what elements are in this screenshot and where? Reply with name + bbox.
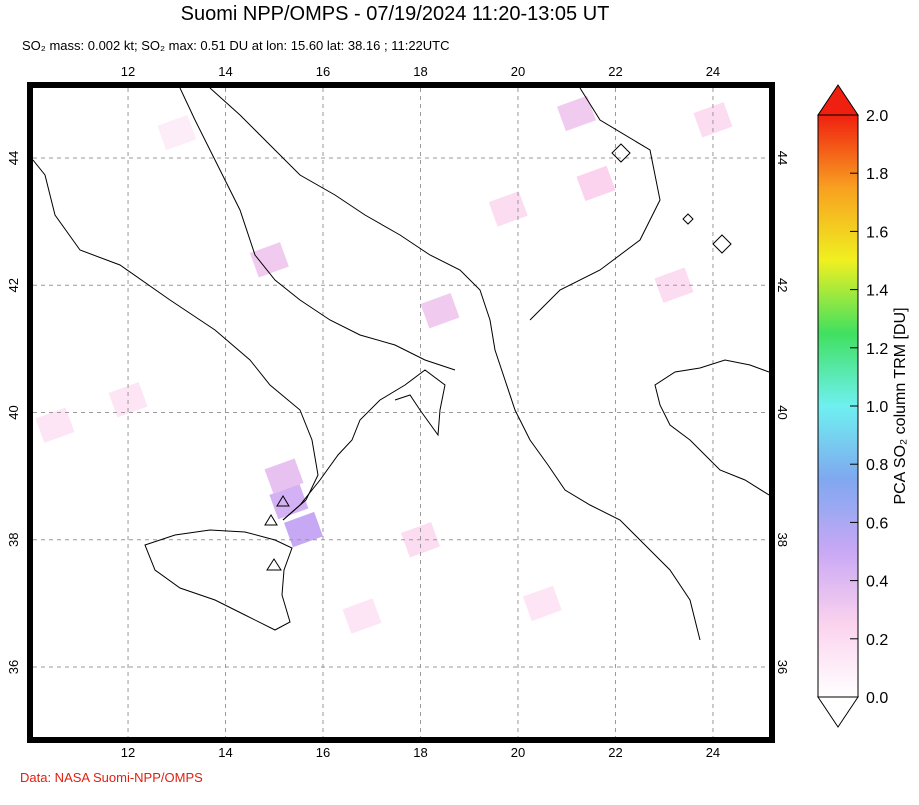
coastline <box>179 88 456 371</box>
volcano-marker <box>266 558 282 571</box>
colorbar-ticks: 0.0 0.2 0.4 0.6 0.8 1.0 1.2 1.4 1.6 1.8 2.0 <box>850 108 888 707</box>
lon-tick-label: 24 <box>706 64 720 79</box>
lat-tick-label: 44 <box>6 151 21 165</box>
so2-cell <box>693 102 733 138</box>
so2-cell <box>420 293 460 329</box>
so2-cell <box>576 165 616 202</box>
colorbar-tick-label: 0.0 <box>866 690 888 707</box>
colorbar-tick-label: 0.2 <box>866 632 888 649</box>
lon-tick-label: 22 <box>608 745 622 760</box>
lon-tick-label: 14 <box>218 64 232 79</box>
colorbar-tick-label: 2.0 <box>866 108 888 125</box>
lon-tick-label: 12 <box>121 745 135 760</box>
coastline <box>209 88 701 641</box>
lat-tick-label: 36 <box>6 660 21 674</box>
lat-tick-label: 36 <box>775 660 790 674</box>
so2-cell <box>264 458 304 494</box>
volcano-markers <box>264 143 732 571</box>
volcano-marker <box>276 495 290 507</box>
colorbar-tick-label: 1.4 <box>866 283 888 300</box>
lat-tick-label: 44 <box>775 151 790 165</box>
so2-cells <box>35 95 733 634</box>
colorbar-label: PCA SO₂ column TRM [DU] <box>892 307 909 504</box>
lat-tick-label: 42 <box>6 278 21 292</box>
volcano-marker <box>682 213 694 225</box>
colorbar-tick-label: 0.4 <box>866 574 888 591</box>
balkans-border <box>529 88 661 321</box>
graticule <box>33 88 769 737</box>
title: Suomi NPP/OMPS - 07/19/2024 11:20-13:05 … <box>181 3 610 25</box>
colorbar-tick-label: 0.6 <box>866 515 888 532</box>
so2-cell <box>342 598 382 634</box>
colorbar-tick-label: 1.6 <box>866 224 888 241</box>
lon-tick-label: 22 <box>608 64 622 79</box>
so2-cell <box>269 483 309 520</box>
lon-tick-label: 20 <box>511 64 525 79</box>
coastline <box>282 369 446 521</box>
lon-tick-label: 12 <box>121 64 135 79</box>
subtitle: SO₂ mass: 0.002 kt; SO₂ max: 0.51 DU at … <box>22 38 450 53</box>
colorbar-tick-label: 1.0 <box>866 399 888 416</box>
volcano-marker <box>264 514 278 526</box>
footer: Data: NASA Suomi-NPP/OMPS <box>20 770 203 785</box>
lon-tick-label: 20 <box>511 745 525 760</box>
so2-cell <box>35 407 75 443</box>
lat-tick-label: 40 <box>775 405 790 419</box>
coastline <box>654 359 769 496</box>
so2-cell <box>556 95 596 132</box>
sicily <box>144 529 293 631</box>
lon-tick-label: 14 <box>218 745 232 760</box>
so2-cell <box>249 242 289 278</box>
map-ticks: 12 12 14 14 16 16 18 18 20 20 22 22 24 24 36 36 38 38 40 40… <box>6 64 790 760</box>
coastline <box>33 159 319 521</box>
colorbar-tick-label: 1.2 <box>866 341 888 358</box>
lat-tick-label: 38 <box>6 533 21 547</box>
lat-tick-label: 40 <box>6 405 21 419</box>
colorbar-tick-label: 1.8 <box>866 166 888 183</box>
lon-tick-label: 16 <box>316 745 330 760</box>
colorbar-bottom-arrow <box>817 696 859 728</box>
colorbar-top-arrow <box>817 84 859 116</box>
lon-tick-label: 24 <box>706 745 720 760</box>
lat-tick-label: 42 <box>775 278 790 292</box>
so2-cell <box>157 114 197 151</box>
colorbar-tick-label: 0.8 <box>866 457 888 474</box>
lon-tick-label: 16 <box>316 64 330 79</box>
so2-cell <box>522 585 562 622</box>
lon-tick-label: 18 <box>413 64 427 79</box>
volcano-marker <box>712 234 732 254</box>
so2-cell <box>284 511 323 548</box>
lat-tick-label: 38 <box>775 533 790 547</box>
so2-cell <box>108 382 148 418</box>
volcano-marker <box>611 143 631 163</box>
coastlines <box>33 88 769 641</box>
lon-tick-label: 18 <box>413 745 427 760</box>
map-frame <box>27 82 775 743</box>
